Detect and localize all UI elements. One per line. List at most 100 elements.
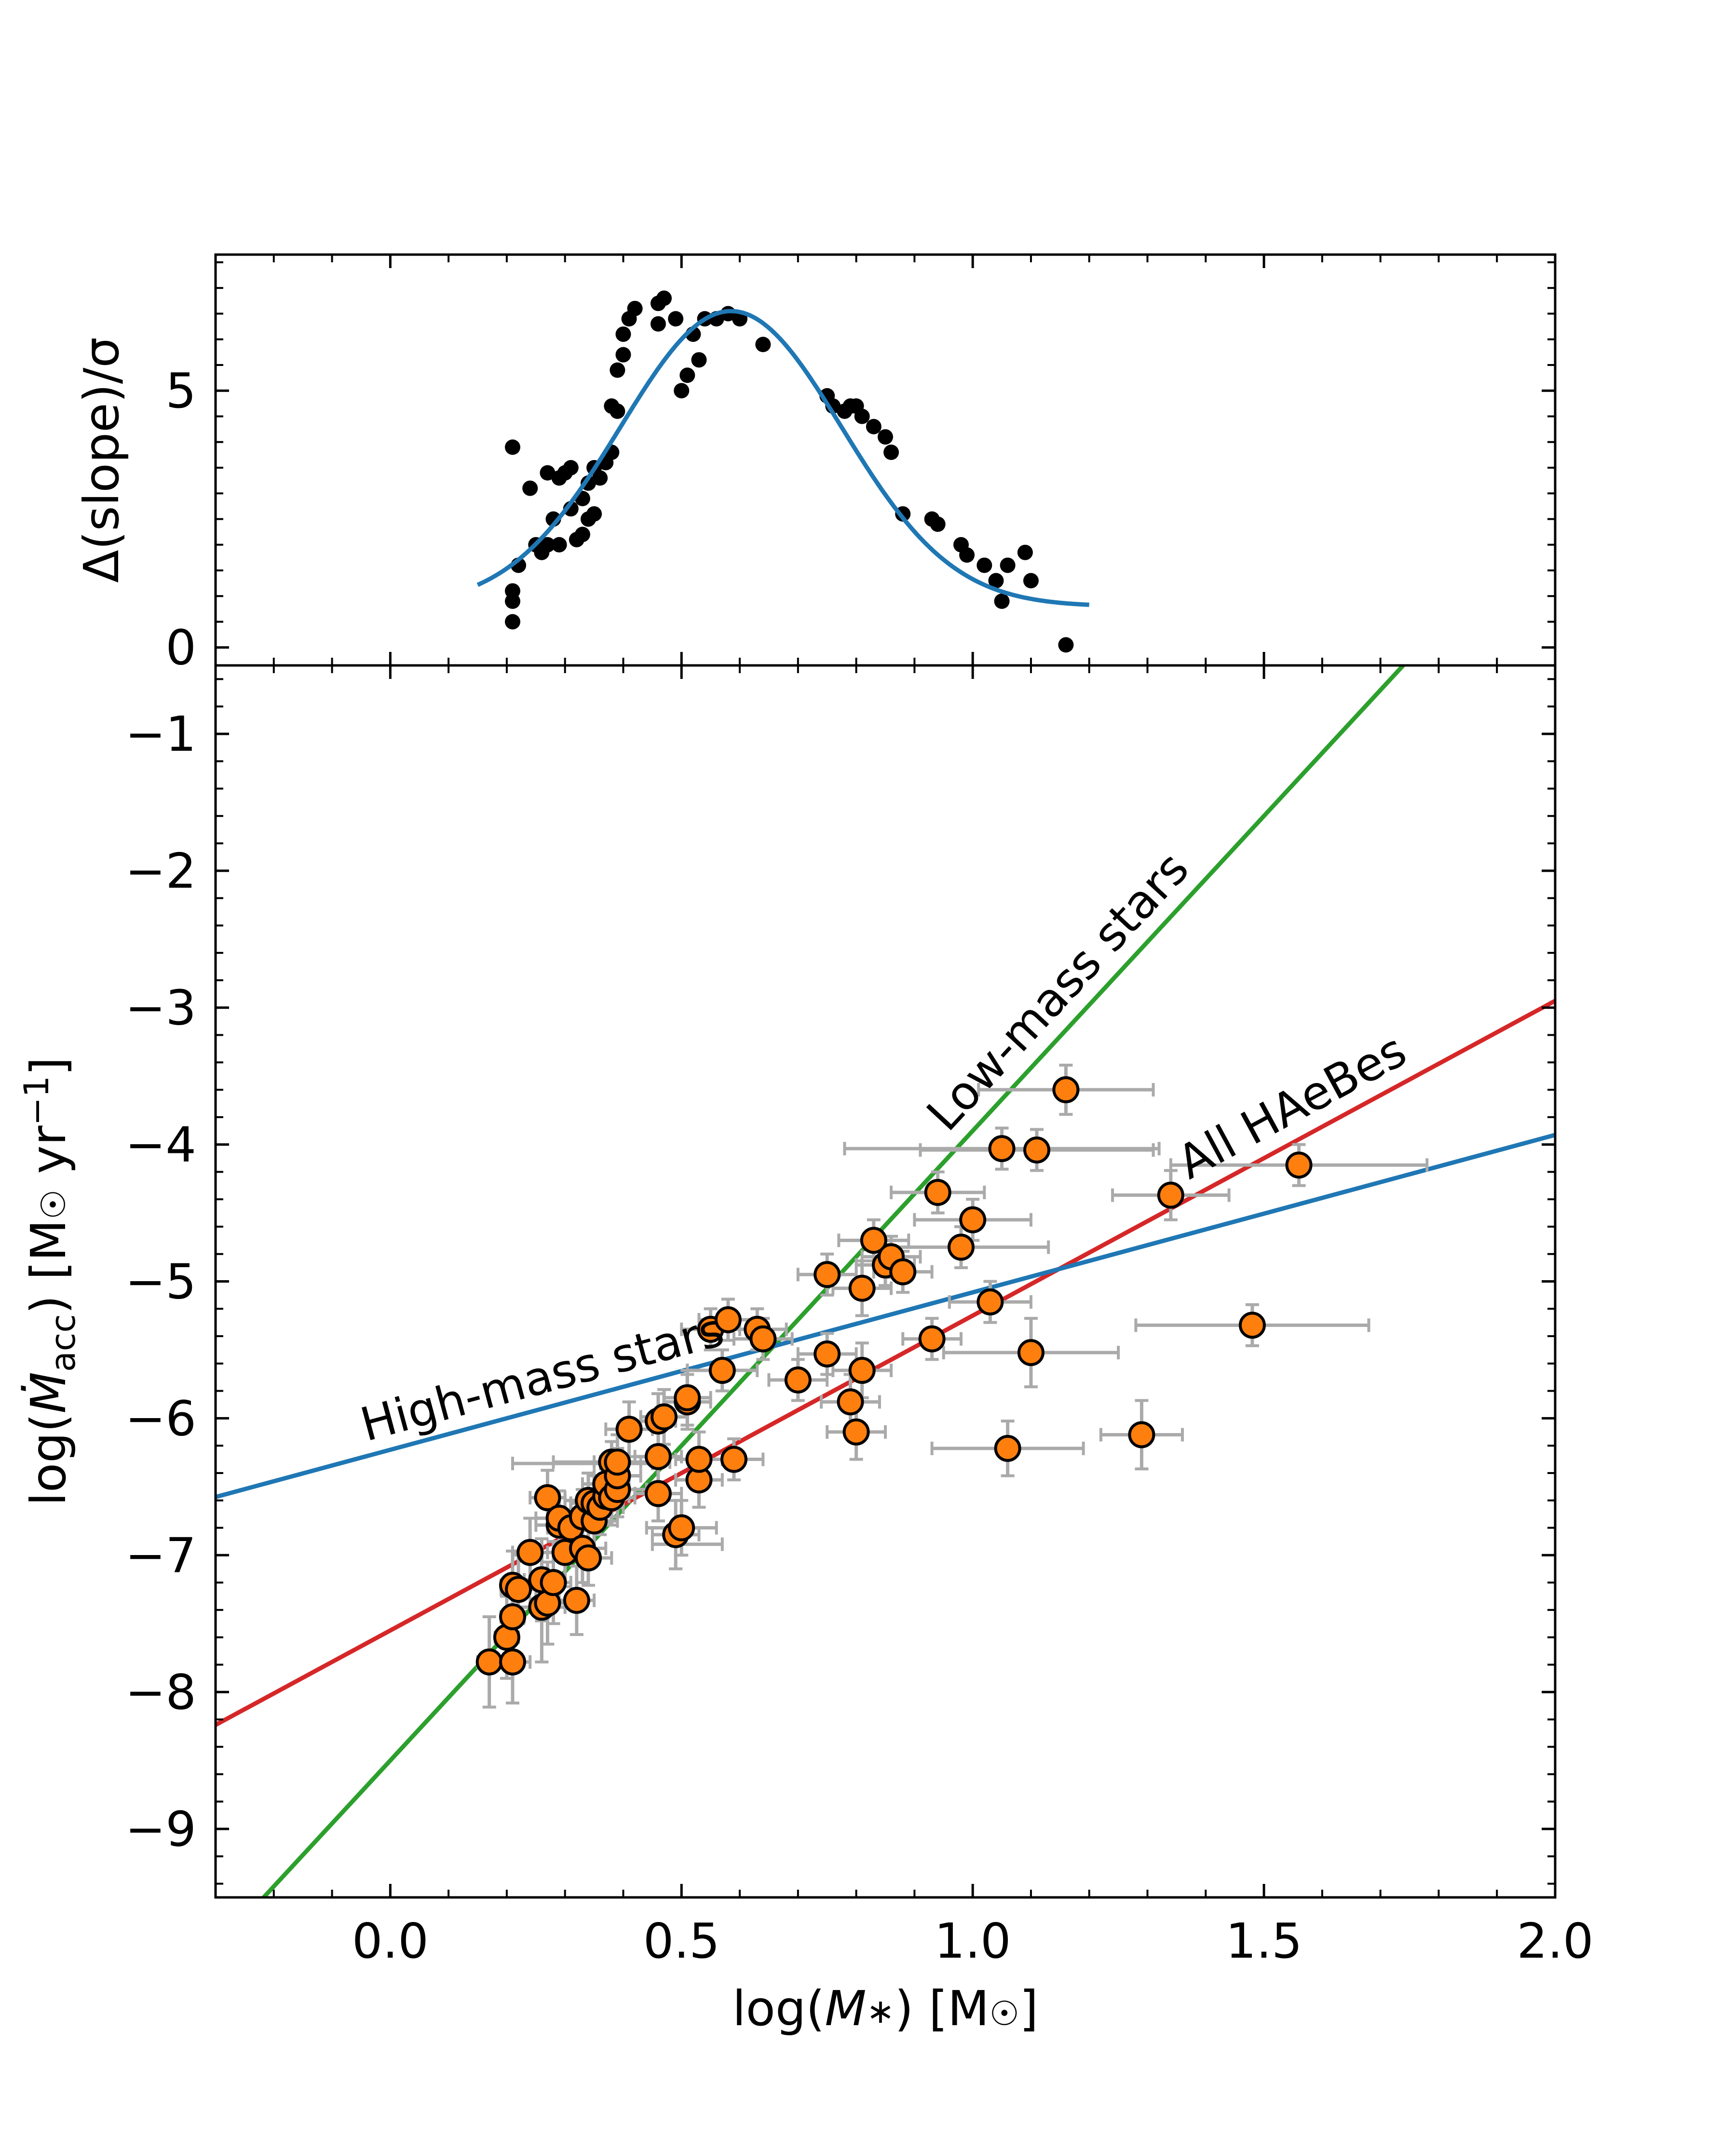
- x-tick-label: 1.0: [935, 1913, 1011, 1969]
- fit-line-low-mass-stars: [260, 665, 1407, 1897]
- data-point: [1023, 1136, 1051, 1164]
- data-point: [644, 1480, 672, 1507]
- top-point: [1058, 637, 1074, 653]
- x-tick-label: 2.0: [1517, 1913, 1593, 1969]
- top-panel: 0 5 Δ(slope)/σ: [73, 253, 1557, 676]
- data-point: [1128, 1421, 1155, 1448]
- data-point: [499, 1648, 526, 1676]
- top-point: [522, 480, 538, 496]
- top-point: [504, 439, 520, 455]
- top-point: [592, 470, 608, 486]
- top-point: [866, 419, 882, 434]
- top-point: [574, 527, 590, 542]
- y-tick-label: −5: [125, 1254, 196, 1310]
- data-point: [948, 1233, 975, 1261]
- data-point: [749, 1325, 777, 1353]
- top-point: [504, 593, 520, 609]
- top-point: [674, 383, 690, 399]
- top-point: [615, 326, 631, 342]
- y-tick-label: −8: [125, 1664, 196, 1720]
- top-point: [988, 573, 1004, 589]
- top-y-axis-label: Δ(slope)/σ: [73, 337, 130, 583]
- data-point: [1285, 1151, 1313, 1179]
- data-point: [860, 1227, 887, 1254]
- top-point: [610, 403, 625, 419]
- y-axis-label: log(Ṁacc) [M☉ yr−1]: [17, 1057, 83, 1506]
- data-point: [720, 1446, 747, 1473]
- data-point: [604, 1448, 631, 1476]
- fit-line-high-mass-stars: [216, 1133, 1555, 1499]
- top-point: [586, 506, 602, 522]
- top-y-tick-label: 0: [165, 620, 196, 676]
- top-point: [755, 337, 771, 352]
- data-point: [848, 1274, 876, 1302]
- y-tick-label: −2: [125, 843, 196, 899]
- top-point: [504, 614, 520, 630]
- data-point: [475, 1648, 503, 1676]
- top-point: [854, 408, 870, 424]
- top-point: [627, 300, 643, 316]
- data-point: [575, 1544, 602, 1571]
- gaussian-fit-curve: [476, 309, 1089, 607]
- data-point: [1017, 1339, 1044, 1367]
- data-point: [516, 1539, 544, 1566]
- top-point: [994, 593, 1010, 609]
- top-point: [1000, 557, 1016, 573]
- y-tick-label: −1: [125, 706, 196, 762]
- data-point: [924, 1178, 951, 1206]
- data-point: [615, 1416, 643, 1443]
- top-point: [551, 537, 567, 553]
- data-point: [534, 1484, 561, 1512]
- data-point: [1052, 1076, 1080, 1104]
- data-point: [988, 1135, 1016, 1163]
- data-point: [994, 1434, 1021, 1462]
- y-tick-label: −7: [125, 1527, 196, 1583]
- x-tick-label: 0.0: [352, 1913, 429, 1969]
- data-point: [814, 1261, 841, 1288]
- data-point: [784, 1366, 812, 1394]
- accretion-rate-points: [475, 1076, 1313, 1676]
- top-point: [540, 537, 556, 553]
- data-point: [814, 1340, 841, 1367]
- fit-line-all-haebes: [216, 999, 1555, 1727]
- data-point: [959, 1206, 987, 1233]
- top-point: [679, 367, 695, 383]
- top-point: [610, 362, 625, 378]
- top-point: [1017, 544, 1033, 560]
- y-tick-label: −4: [125, 1117, 196, 1173]
- data-point: [1157, 1181, 1184, 1209]
- top-point: [878, 429, 893, 445]
- data-point: [976, 1288, 1004, 1316]
- data-point: [540, 1569, 567, 1597]
- top-point: [976, 557, 992, 573]
- data-point: [918, 1325, 946, 1353]
- top-y-tick-label: 5: [165, 363, 196, 419]
- y-tick-label: −6: [125, 1390, 196, 1447]
- top-point: [540, 465, 556, 481]
- data-point: [644, 1443, 672, 1470]
- y-tick-label: −3: [125, 980, 196, 1036]
- x-axis-label: log(M∗) [M☉]: [732, 1980, 1038, 2037]
- data-point: [668, 1514, 695, 1542]
- top-point: [959, 547, 975, 563]
- top-point: [691, 352, 707, 368]
- bottom-axis-ticks: −9 −8 −7 −6 −5 −4 −3 −2 −1 0.0 0.5 1.0 1.5 2.0: [125, 665, 1594, 1969]
- top-point: [883, 445, 899, 460]
- data-point: [563, 1586, 590, 1614]
- data-point: [848, 1357, 876, 1384]
- fit-lines: [216, 665, 1555, 1897]
- x-tick-label: 0.5: [643, 1913, 720, 1969]
- data-point: [714, 1306, 742, 1333]
- top-point: [1023, 573, 1039, 589]
- data-point: [889, 1258, 917, 1286]
- data-point: [651, 1403, 678, 1431]
- top-point: [615, 347, 631, 363]
- data-point: [685, 1446, 713, 1473]
- top-point: [563, 460, 579, 475]
- top-point: [650, 316, 666, 332]
- y-tick-label: −9: [125, 1801, 196, 1857]
- top-point: [668, 311, 684, 327]
- data-point: [708, 1357, 736, 1384]
- x-tick-label: 1.5: [1226, 1913, 1302, 1969]
